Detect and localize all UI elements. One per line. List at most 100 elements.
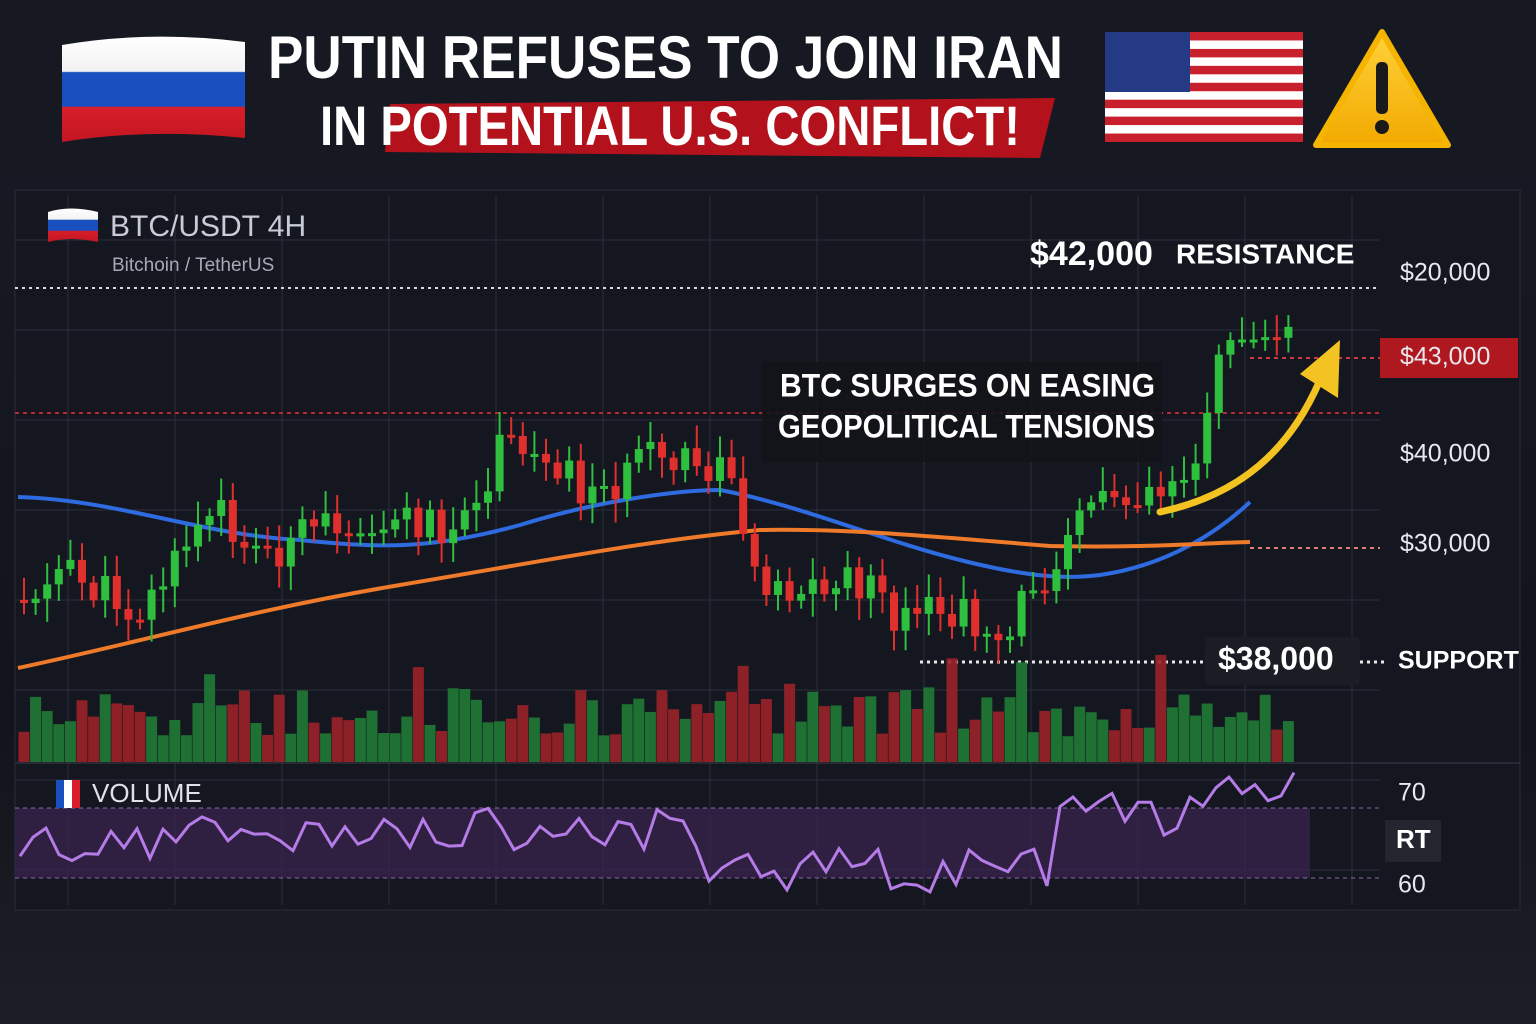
flag-stripe — [1105, 48, 1303, 58]
volume-bar — [1190, 715, 1202, 762]
candle-body — [948, 613, 956, 627]
volume-bar — [99, 694, 111, 762]
volume-bar — [818, 706, 830, 762]
annotation-line: BTC SURGES ON EASING — [780, 367, 1155, 403]
volume-bar — [482, 722, 494, 762]
volume-bar — [1097, 719, 1109, 762]
candle-body — [959, 598, 968, 627]
volume-bar — [320, 733, 332, 762]
title-line-1: PUTIN REFUSES TO JOIN IRAN — [268, 24, 1063, 91]
candle-body — [1191, 463, 1200, 480]
candle-body — [507, 434, 516, 438]
volume-bar — [1074, 706, 1086, 762]
volume-bar — [505, 718, 517, 762]
volume-bar — [900, 690, 912, 762]
volume-bar — [285, 733, 297, 762]
volume-bar — [888, 692, 900, 762]
candle-body — [866, 575, 875, 599]
candle-body — [31, 598, 40, 603]
candle-body — [588, 486, 597, 504]
volume-bar — [563, 723, 575, 762]
candle-body — [820, 579, 829, 595]
price-axis-label: $43,000 — [1400, 343, 1490, 371]
volume-bar — [586, 700, 598, 762]
volume-bar — [1120, 709, 1132, 762]
symbol: BTC/USDT 4H — [110, 210, 306, 243]
candle-body — [484, 491, 492, 503]
candle-body — [252, 545, 260, 549]
candle-body — [1249, 339, 1258, 343]
volume-bar — [656, 690, 668, 762]
candle-body — [1203, 413, 1212, 464]
candle-body — [217, 500, 226, 517]
candle-body — [20, 600, 28, 603]
volume-flag — [72, 780, 80, 808]
candle-body — [275, 547, 284, 567]
candle-body — [472, 502, 481, 511]
volume-bar — [250, 722, 262, 762]
candle-body — [147, 589, 156, 620]
volume-bar — [807, 691, 819, 762]
flag-stripe — [1105, 99, 1303, 109]
candle-body — [495, 434, 504, 492]
volume-bar — [679, 718, 691, 762]
candle-body — [669, 457, 678, 471]
candle-body — [762, 566, 771, 595]
volume-bar — [621, 704, 633, 762]
candle-body — [1133, 505, 1142, 509]
volume-bar — [633, 698, 645, 762]
candle-body — [78, 559, 86, 583]
moving-average-slow — [17, 527, 1251, 670]
volume-bar — [389, 733, 401, 762]
candle-body — [692, 448, 701, 467]
volume-bar — [772, 733, 784, 762]
candle-body — [1226, 340, 1235, 355]
candle-body — [124, 609, 133, 620]
volume-bar — [180, 735, 192, 762]
candle-body — [1156, 486, 1165, 497]
volume-bar — [528, 717, 540, 762]
candle-body — [1098, 490, 1107, 503]
candle-body — [170, 550, 179, 587]
candle-body — [286, 537, 295, 567]
candle-body — [356, 533, 365, 537]
volume-bar — [1050, 708, 1062, 762]
volume-bar — [644, 711, 656, 762]
indicator-axis-label: RT — [1396, 824, 1431, 854]
candle-body — [1168, 481, 1177, 497]
volume-bar — [749, 703, 761, 762]
volume-bar — [331, 717, 343, 762]
volume-bar — [784, 683, 796, 762]
volume-bar — [1132, 727, 1144, 762]
indicator-tag — [1385, 820, 1441, 862]
flag-stripe — [1105, 65, 1303, 75]
annotation-box — [762, 362, 1162, 462]
candle-body — [1180, 479, 1188, 483]
volume-bar — [610, 734, 622, 762]
arrow-head — [1300, 340, 1340, 398]
volume-bar — [691, 704, 703, 762]
candle-body — [182, 546, 191, 551]
volume-bar — [934, 732, 946, 762]
candle-body — [785, 581, 794, 601]
candle-body — [971, 598, 980, 637]
volume-bar — [494, 721, 506, 762]
volume-bar — [726, 691, 738, 762]
volume-bar — [424, 724, 436, 762]
volume-bar — [1166, 707, 1178, 762]
volume-bar — [1062, 736, 1074, 762]
candle-body — [1087, 502, 1096, 511]
candle-body — [240, 541, 249, 548]
candle-body — [716, 457, 724, 481]
candle-body — [658, 441, 666, 458]
us-flag — [1105, 32, 1303, 142]
volume-bar — [436, 731, 448, 762]
volume-bar — [157, 735, 169, 762]
volume-bar — [18, 731, 30, 762]
pair-name: Bitchoin / TetherUS — [112, 255, 274, 276]
candle-body — [66, 559, 75, 570]
candle-body — [89, 582, 98, 601]
volume-bar — [169, 719, 181, 762]
candle-body — [112, 575, 121, 610]
